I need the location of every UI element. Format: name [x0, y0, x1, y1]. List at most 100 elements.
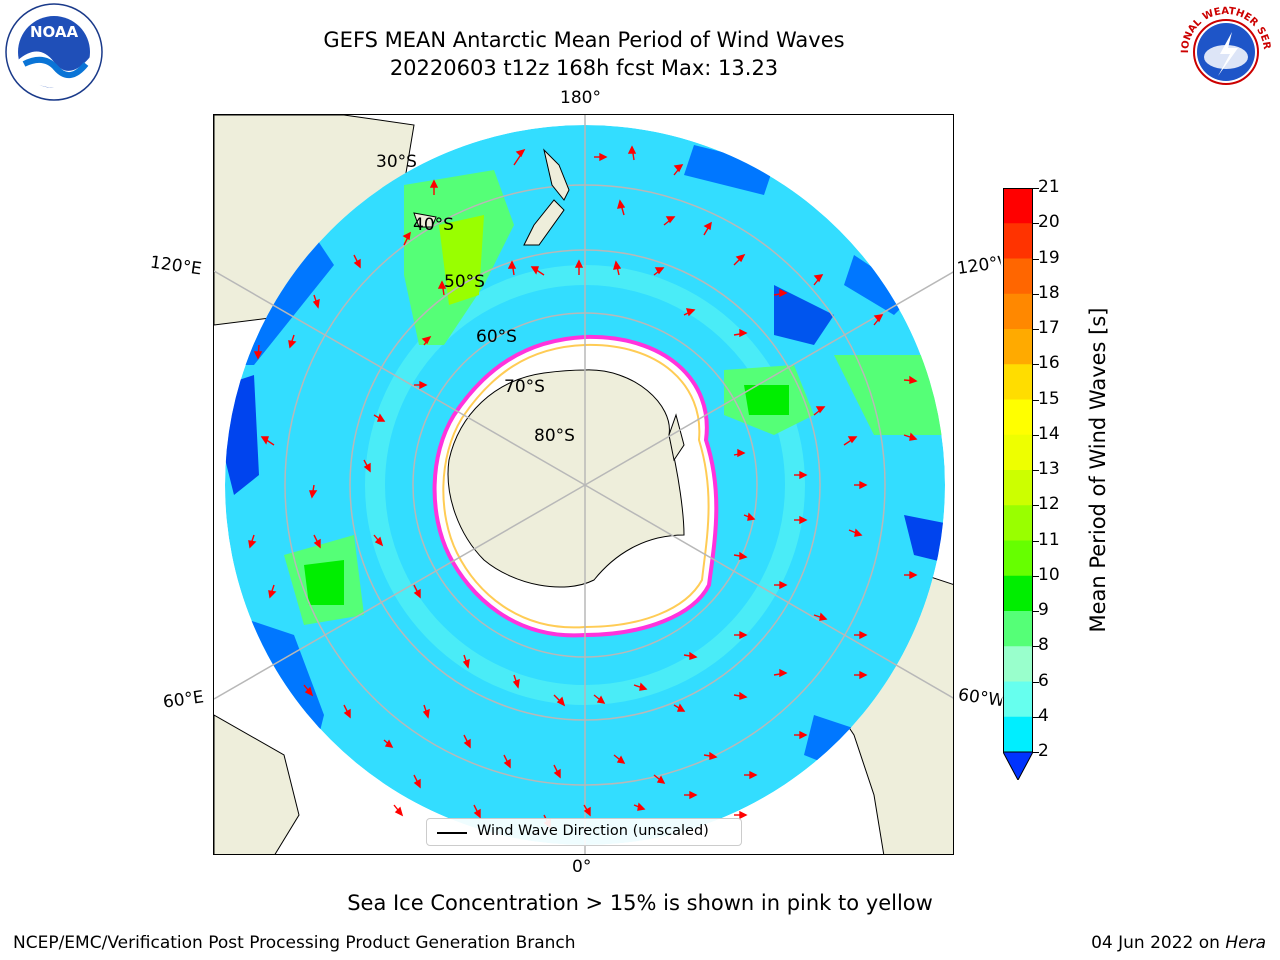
wave-arrow	[903, 375, 918, 384]
colorbar-tick-mark	[1033, 223, 1039, 225]
wave-arrow	[513, 148, 526, 166]
wave-arrow	[553, 764, 561, 779]
colorbar-tick-mark	[1033, 540, 1039, 542]
lat-label-30: 30°S	[376, 152, 417, 172]
wave-arrow	[507, 260, 517, 276]
colorbar-tick-label: 21	[1038, 177, 1060, 197]
colorbar-tick-mark	[1033, 505, 1039, 507]
wind-wave-arrows	[248, 145, 918, 829]
ocean-swell-zone	[304, 560, 344, 605]
wave-arrow	[744, 770, 758, 780]
wave-arrow	[530, 266, 545, 276]
wave-arrow	[312, 294, 320, 309]
wave-arrow	[512, 674, 520, 689]
map-legend: Wind Wave Direction (unscaled)	[426, 818, 742, 846]
colorbar-tick-label: 9	[1038, 600, 1049, 620]
ocean-swell-zone	[439, 215, 484, 305]
wave-arrow	[613, 260, 622, 276]
wave-arrow	[553, 694, 566, 707]
colorbar-tick-label: 12	[1038, 494, 1060, 515]
colorbar-tick-label: 19	[1038, 247, 1060, 268]
wave-arrow	[663, 216, 676, 226]
wave-arrow	[854, 670, 868, 680]
ocean-swell-zone	[744, 385, 789, 415]
colorbar-segment	[1003, 470, 1033, 506]
wave-arrow	[413, 774, 421, 789]
wave-arrow	[848, 528, 863, 537]
wave-arrow	[774, 580, 788, 590]
wave-arrow	[673, 703, 686, 712]
ocean-deep-zone	[684, 145, 774, 195]
wave-arrow	[627, 145, 637, 161]
colorbar-tick-mark	[1033, 258, 1039, 260]
date-label: 04 Jun 2022 on	[1091, 933, 1226, 953]
colorbar-tick-label: 15	[1038, 388, 1060, 409]
lon-label-top: 180°	[560, 88, 601, 108]
colorbar-segment	[1003, 646, 1033, 682]
colorbar-graphic	[1002, 188, 1034, 782]
colorbar	[1002, 188, 1034, 782]
lon-label-bottom: 0°	[572, 857, 592, 877]
lon-label-upper-left: 120°E	[148, 252, 203, 280]
colorbar-tick-mark	[1033, 470, 1039, 471]
colorbar-segment	[1003, 540, 1033, 577]
wave-arrow	[413, 584, 421, 599]
wave-arrow	[594, 152, 608, 162]
colorbar-tick-label: 8	[1038, 635, 1049, 656]
wave-arrow	[462, 654, 470, 669]
wave-arrow	[633, 682, 648, 691]
land-africa	[214, 714, 300, 854]
wave-arrow	[794, 730, 808, 740]
wave-arrow	[733, 328, 748, 338]
colorbar-segment	[1003, 434, 1033, 471]
colorbar-tick-mark	[1033, 434, 1039, 436]
colorbar-segment	[1003, 399, 1033, 436]
wave-arrow	[313, 534, 321, 549]
wave-arrow	[260, 436, 275, 446]
colorbar-segment	[1003, 293, 1033, 330]
wave-arrow	[617, 199, 626, 216]
lon-label-upper-right: 120°W	[955, 253, 1003, 279]
colorbar-tick-label: 17	[1038, 318, 1060, 338]
colorbar-tick-mark	[1033, 611, 1039, 612]
wave-arrow	[673, 164, 684, 176]
wave-arrow	[414, 380, 428, 390]
wave-arrow	[353, 254, 361, 269]
colorbar-tick-mark	[1033, 188, 1039, 189]
colorbar-tick-mark	[1033, 646, 1039, 648]
wave-arrow	[309, 484, 318, 499]
colorbar-tick-mark	[1033, 681, 1039, 683]
lon-label-lower-left: 60°E	[161, 687, 206, 713]
lat-label-60: 60°S	[476, 327, 517, 347]
wave-arrow	[437, 280, 447, 296]
wave-arrow	[373, 413, 386, 422]
land-tasmania	[413, 212, 437, 228]
latitude-label-group: 30°S 40°S 50°S 60°S 70°S 80°S	[376, 152, 575, 446]
colorbar-extension	[1002, 751, 1034, 782]
colorbar-tick-label: 10	[1038, 564, 1060, 585]
ocean-deep-zone	[774, 285, 834, 345]
colorbar-tick-label: 16	[1038, 353, 1060, 374]
wave-arrow	[684, 790, 698, 800]
colorbar-segment	[1003, 716, 1033, 753]
lon-label-lower-right: 60°W	[956, 685, 1004, 711]
legend-line-sample	[437, 832, 467, 834]
polar-map: 30°S 40°S 50°S 60°S 70°S 80°S	[214, 115, 953, 854]
wave-arrow	[773, 668, 788, 678]
wave-arrow	[854, 480, 868, 490]
noaa-logo: NOAA	[4, 2, 104, 102]
wave-arrow	[288, 334, 297, 349]
colorbar-tick-mark	[1033, 752, 1039, 753]
wave-arrow	[363, 459, 371, 473]
chart-subtitle: 20220603 t12z 168h fcst Max: 13.23	[389, 56, 779, 80]
colorbar-tick-mark	[1033, 399, 1039, 401]
wave-arrow	[813, 406, 826, 416]
wave-arrow	[733, 253, 746, 266]
colorbar-segment	[1003, 505, 1033, 541]
noaa-logo-text: NOAA	[30, 23, 79, 41]
colorbar-tick-mark	[1033, 293, 1039, 295]
colorbar-tick-label: 4	[1038, 705, 1049, 726]
wave-arrow	[422, 704, 430, 719]
wave-arrow	[703, 221, 712, 236]
wave-arrow	[683, 651, 698, 660]
